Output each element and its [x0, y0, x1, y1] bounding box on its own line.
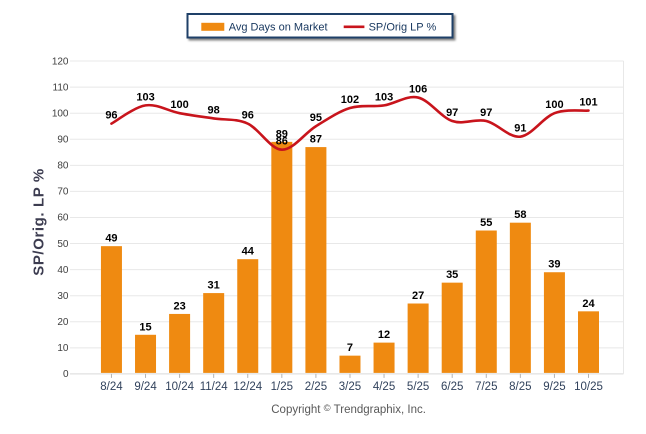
svg-text:100: 100: [545, 99, 563, 111]
svg-text:27: 27: [412, 290, 424, 302]
svg-text:7: 7: [347, 342, 353, 354]
svg-text:8/24: 8/24: [100, 381, 123, 393]
svg-text:11/24: 11/24: [200, 381, 229, 393]
svg-text:103: 103: [375, 91, 393, 103]
svg-text:7/25: 7/25: [475, 381, 497, 393]
svg-text:31: 31: [208, 280, 220, 292]
svg-text:98: 98: [208, 104, 220, 116]
svg-text:86: 86: [276, 136, 288, 148]
svg-text:95: 95: [310, 112, 322, 124]
svg-text:103: 103: [136, 91, 154, 103]
svg-text:89: 89: [276, 128, 288, 140]
svg-text:101: 101: [579, 97, 597, 109]
svg-text:110: 110: [53, 82, 69, 93]
svg-text:15: 15: [139, 321, 151, 333]
svg-text:10/25: 10/25: [574, 381, 603, 393]
svg-text:40: 40: [57, 265, 69, 276]
svg-text:1/25: 1/25: [271, 381, 293, 393]
svg-text:3/25: 3/25: [339, 381, 361, 393]
svg-text:80: 80: [57, 161, 69, 172]
svg-text:60: 60: [57, 213, 69, 224]
svg-text:2/25: 2/25: [305, 381, 327, 393]
svg-text:5/25: 5/25: [407, 381, 429, 393]
svg-text:12: 12: [378, 329, 390, 341]
svg-text:SP/Orig. LP %: SP/Orig. LP %: [31, 168, 48, 276]
svg-text:Copyright © Trendgraphix, Inc.: Copyright © Trendgraphix, Inc.: [271, 403, 426, 416]
svg-text:87: 87: [310, 134, 322, 146]
svg-text:9/24: 9/24: [134, 381, 157, 393]
svg-text:Avg Days on Market: Avg Days on Market: [229, 22, 328, 34]
svg-text:8/25: 8/25: [509, 381, 531, 393]
svg-text:4/25: 4/25: [373, 381, 395, 393]
svg-text:58: 58: [514, 209, 526, 221]
svg-text:30: 30: [57, 291, 69, 302]
svg-text:120: 120: [52, 56, 69, 67]
svg-text:49: 49: [105, 233, 117, 245]
svg-text:91: 91: [514, 123, 526, 135]
svg-text:96: 96: [105, 110, 117, 122]
svg-text:0: 0: [63, 369, 69, 380]
svg-text:96: 96: [242, 110, 254, 122]
svg-text:10: 10: [57, 343, 69, 354]
svg-text:97: 97: [446, 107, 458, 119]
svg-text:70: 70: [57, 187, 69, 198]
svg-text:10/24: 10/24: [165, 381, 194, 393]
svg-text:9/25: 9/25: [543, 381, 565, 393]
svg-text:12/24: 12/24: [233, 381, 262, 393]
svg-text:106: 106: [409, 84, 427, 96]
svg-text:SP/Orig LP %: SP/Orig LP %: [369, 22, 437, 34]
svg-text:55: 55: [480, 217, 492, 229]
svg-text:24: 24: [582, 298, 595, 310]
svg-text:97: 97: [480, 107, 492, 119]
svg-text:50: 50: [57, 239, 69, 250]
svg-text:90: 90: [57, 134, 69, 145]
svg-text:100: 100: [170, 99, 188, 111]
svg-text:35: 35: [446, 269, 458, 281]
svg-text:20: 20: [57, 317, 69, 328]
svg-text:100: 100: [52, 108, 69, 119]
svg-text:44: 44: [242, 246, 255, 258]
svg-text:102: 102: [341, 94, 359, 106]
svg-text:23: 23: [173, 300, 185, 312]
svg-text:6/25: 6/25: [441, 381, 463, 393]
svg-text:39: 39: [548, 259, 560, 271]
